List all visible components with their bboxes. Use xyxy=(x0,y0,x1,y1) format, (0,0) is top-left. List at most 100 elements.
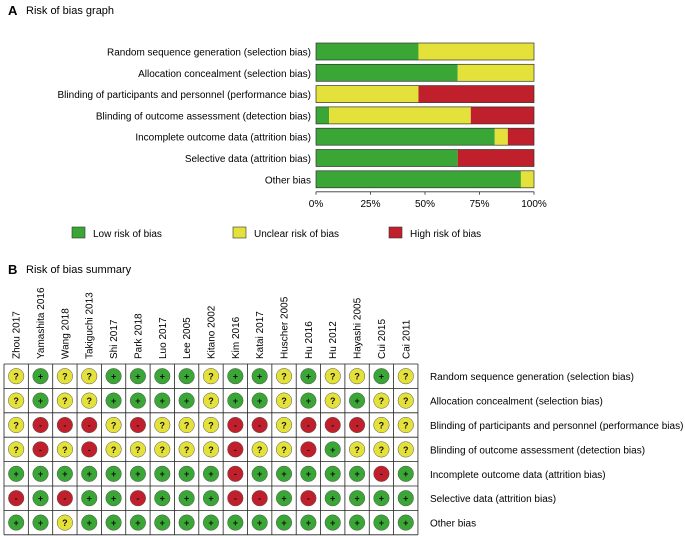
judgement-low-icon xyxy=(32,490,49,507)
judgement-low-icon xyxy=(32,368,49,385)
judgement-high-icon xyxy=(349,416,366,434)
judgement-symbol: + xyxy=(208,469,213,479)
judgement-symbol: + xyxy=(403,469,408,479)
study-label: Hu 2016 xyxy=(304,321,315,359)
domain-label: Blinding of outcome assessment (detectio… xyxy=(430,445,645,456)
judgement-symbol: + xyxy=(160,518,165,528)
judgement-symbol: + xyxy=(184,518,189,528)
judgement-symbol: + xyxy=(379,518,384,528)
judgement-unclear-icon xyxy=(349,368,366,385)
judgement-symbol: ? xyxy=(13,420,19,430)
bar-segment-high xyxy=(470,106,534,124)
panel-b-label: B xyxy=(8,262,17,277)
judgement-symbol: + xyxy=(281,494,286,504)
judgement-symbol: - xyxy=(234,469,237,479)
judgement-symbol: + xyxy=(306,372,311,382)
judgement-symbol: + xyxy=(330,469,335,479)
judgement-symbol: + xyxy=(354,494,359,504)
judgement-symbol: + xyxy=(330,518,335,528)
judgement-symbol: ? xyxy=(62,372,68,382)
judgement-low-icon xyxy=(154,392,171,409)
judgement-symbol: ? xyxy=(160,445,166,455)
judgement-symbol: - xyxy=(234,445,237,455)
judgement-low-icon xyxy=(227,368,244,385)
judgement-symbol: + xyxy=(184,372,189,382)
judgement-high-icon xyxy=(300,490,317,507)
bar-category-label: Blinding of outcome assessment (detectio… xyxy=(96,111,311,122)
judgement-symbol: ? xyxy=(403,396,409,406)
domain-labels: Random sequence generation (selection bi… xyxy=(430,372,683,529)
judgement-symbol: + xyxy=(135,372,140,382)
judgement-symbol: - xyxy=(234,420,237,430)
study-label: Zhou 2017 xyxy=(12,311,23,359)
bar-category-label: Incomplete outcome data (attrition bias) xyxy=(135,133,311,144)
judgement-unclear-icon xyxy=(251,441,268,458)
judgement-symbol: ? xyxy=(208,420,214,430)
judgement-symbol: - xyxy=(39,445,42,455)
judgement-high-icon xyxy=(81,416,98,434)
judgement-symbol: + xyxy=(257,518,262,528)
judgement-symbol: + xyxy=(111,372,116,382)
judgement-symbol: ? xyxy=(184,445,190,455)
judgement-unclear-icon xyxy=(154,416,171,434)
bar-segment-low xyxy=(316,128,495,146)
judgement-low-icon xyxy=(324,465,341,482)
judgement-symbol: + xyxy=(184,469,189,479)
study-label: Hu 2012 xyxy=(328,321,339,359)
judgement-low-icon xyxy=(227,514,244,531)
judgement-unclear-icon xyxy=(202,441,220,458)
bar-segment-low xyxy=(316,43,419,60)
judgement-symbol: + xyxy=(379,372,384,382)
judgement-unclear-icon xyxy=(8,392,25,409)
judgement-symbol: ? xyxy=(379,445,385,455)
judgement-symbol: ? xyxy=(403,420,409,430)
judgement-low-icon xyxy=(300,392,317,409)
x-tick-label: 100% xyxy=(521,199,547,210)
judgement-symbol: ? xyxy=(111,445,117,455)
judgement-symbol: + xyxy=(160,469,165,479)
judgement-unclear-icon xyxy=(81,368,98,385)
judgement-low-icon xyxy=(81,490,98,507)
judgement-symbol: ? xyxy=(208,445,214,455)
judgement-low-icon xyxy=(129,465,146,482)
judgement-low-icon xyxy=(251,465,268,482)
bar-outline xyxy=(315,106,535,125)
judgement-low-icon xyxy=(129,368,146,385)
judgement-symbol: + xyxy=(208,494,213,504)
judgement-symbol: + xyxy=(14,469,19,479)
judgement-low-icon xyxy=(105,514,122,531)
bar-category-label: Selective data (attrition bias) xyxy=(185,154,311,165)
study-label: Park 2018 xyxy=(133,313,144,359)
judgement-unclear-icon xyxy=(202,368,220,385)
judgement-symbol: + xyxy=(160,494,165,504)
judgement-high-icon xyxy=(227,465,244,482)
judgement-low-icon xyxy=(154,368,171,385)
bar-segment-high xyxy=(418,85,534,103)
judgement-symbol: - xyxy=(63,494,66,504)
judgement-symbol: - xyxy=(136,420,139,430)
judgement-symbol: ? xyxy=(281,445,287,455)
judgement-unclear-icon xyxy=(397,392,414,409)
judgement-high-icon xyxy=(56,490,73,507)
judgement-high-icon xyxy=(32,441,49,458)
bar-outline xyxy=(315,85,535,103)
judgement-symbol: + xyxy=(87,469,92,479)
judgement-symbol: ? xyxy=(281,372,287,382)
judgement-low-icon xyxy=(349,392,366,409)
judgement-unclear-icon xyxy=(373,416,390,434)
judgement-unclear-icon xyxy=(105,441,122,458)
judgement-low-icon xyxy=(397,490,414,507)
judgement-unclear-icon xyxy=(373,392,390,409)
judgement-high-icon xyxy=(251,490,268,507)
judgement-unclear-icon xyxy=(56,392,73,409)
domain-label: Incomplete outcome data (attrition bias) xyxy=(430,470,606,481)
judgement-low-icon xyxy=(324,490,341,507)
judgement-unclear-icon xyxy=(202,392,220,409)
bar-segment-unclear xyxy=(494,128,508,146)
judgement-low-icon xyxy=(275,514,293,531)
bar-segment-low xyxy=(316,149,458,167)
judgement-high-icon xyxy=(227,416,244,434)
judgement-low-icon xyxy=(202,490,220,507)
judgement-low-icon xyxy=(32,392,49,409)
